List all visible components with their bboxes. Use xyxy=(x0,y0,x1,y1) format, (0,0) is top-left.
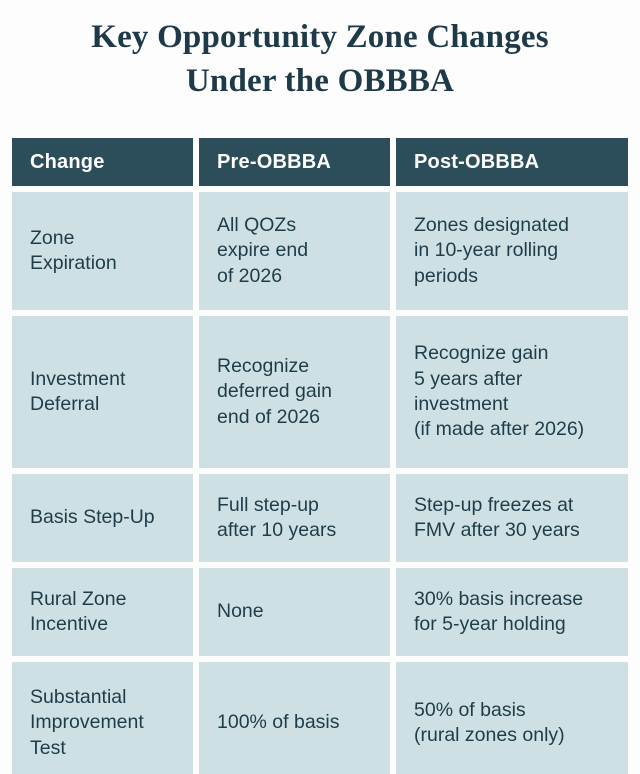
cell-post: 30% basis increase for 5-year holding xyxy=(396,568,628,656)
table-row: Rural Zone Incentive None 30% basis incr… xyxy=(12,568,628,656)
cell-post: Zones designated in 10-year rolling peri… xyxy=(396,192,628,310)
cell-change: Rural Zone Incentive xyxy=(12,568,193,656)
cell-change: Basis Step-Up xyxy=(12,474,193,562)
cell-post: Recognize gain 5 years after investment … xyxy=(396,316,628,468)
cell-post: Step-up freezes at FMV after 30 years xyxy=(396,474,628,562)
comparison-table: Change Pre-OBBBA Post-OBBBA Zone Expirat… xyxy=(12,138,628,774)
page-title-line2: Under the OBBBA xyxy=(185,62,455,99)
cell-change: Substantial Improvement Test xyxy=(12,662,193,774)
cell-post: 50% of basis (rural zones only) xyxy=(396,662,628,774)
cell-change: Investment Deferral xyxy=(12,316,193,468)
cell-pre: Recognize deferred gain end of 2026 xyxy=(199,316,390,468)
cell-pre: 100% of basis xyxy=(199,662,390,774)
cell-pre: All QOZs expire end of 2026 xyxy=(199,192,390,310)
table-row: Zone Expiration All QOZs expire end of 2… xyxy=(12,192,628,310)
page-title-line1: Key Opportunity Zone Changes xyxy=(91,19,549,55)
header-pre-obbba: Pre-OBBBA xyxy=(199,138,390,186)
header-change: Change xyxy=(12,138,193,186)
table-row: Basis Step-Up Full step-up after 10 year… xyxy=(12,474,628,562)
header-post-obbba: Post-OBBBA xyxy=(396,138,628,186)
page-title: Key Opportunity Zone Changes Under the O… xyxy=(20,16,620,103)
cell-pre: None xyxy=(199,568,390,656)
table-row: Substantial Improvement Test 100% of bas… xyxy=(12,662,628,774)
infographic-page: Key Opportunity Zone Changes Under the O… xyxy=(0,16,640,774)
cell-pre: Full step-up after 10 years xyxy=(199,474,390,562)
table-header-row: Change Pre-OBBBA Post-OBBBA xyxy=(12,138,628,186)
table-row: Investment Deferral Recognize deferred g… xyxy=(12,316,628,468)
cell-change: Zone Expiration xyxy=(12,192,193,310)
